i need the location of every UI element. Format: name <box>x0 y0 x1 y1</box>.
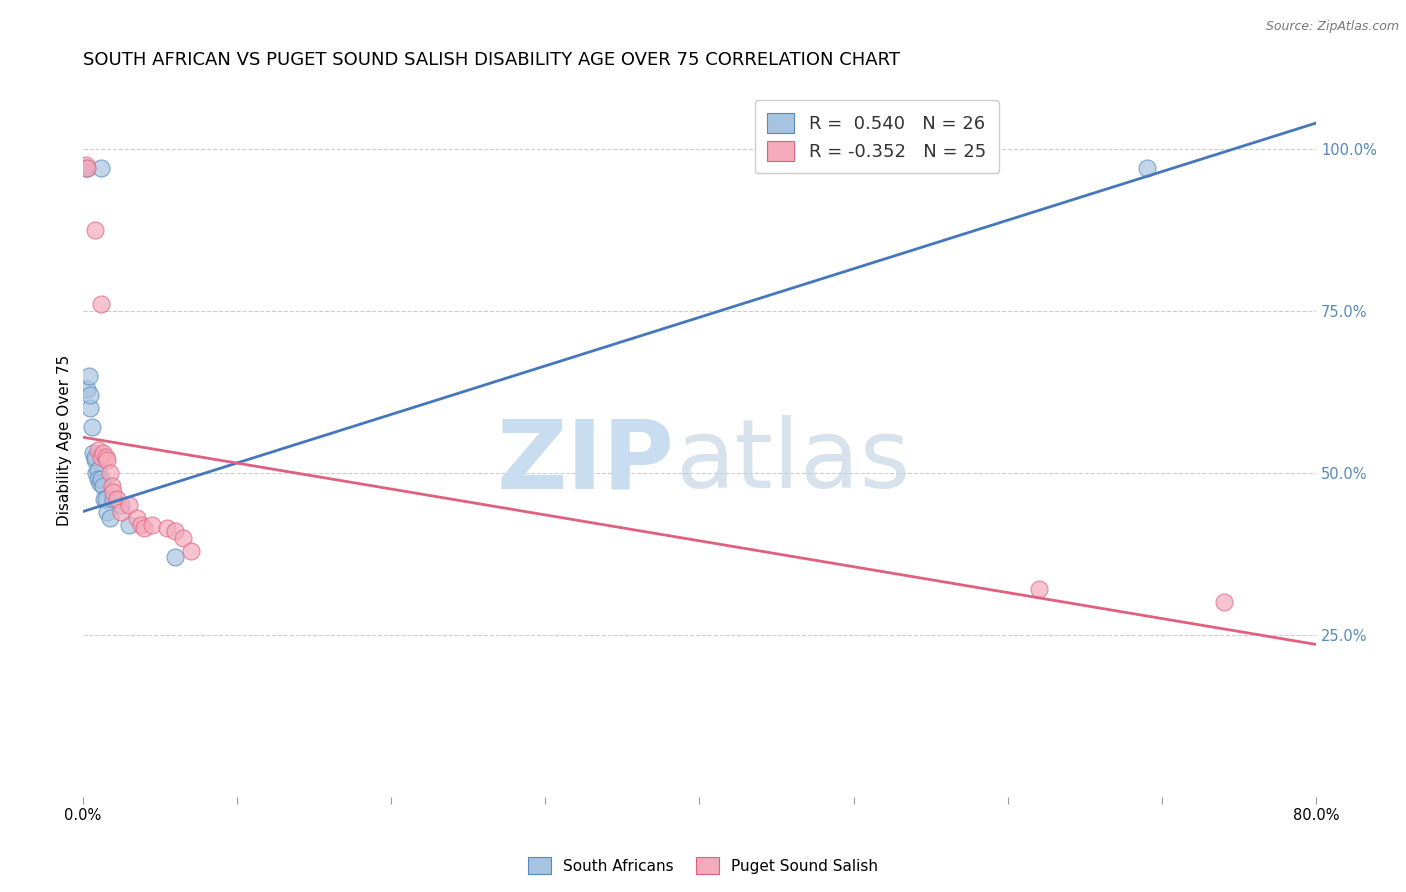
Point <box>86 466 108 480</box>
Point <box>84 223 107 237</box>
Text: ZIP: ZIP <box>496 416 675 508</box>
Point <box>165 549 187 564</box>
Y-axis label: Disability Age Over 75: Disability Age Over 75 <box>58 355 72 526</box>
Point <box>105 491 128 506</box>
Point <box>76 161 98 176</box>
Point <box>90 297 112 311</box>
Point <box>94 450 117 464</box>
Point <box>118 517 141 532</box>
Point <box>98 466 121 480</box>
Point <box>91 446 114 460</box>
Point <box>94 491 117 506</box>
Text: atlas: atlas <box>675 416 910 508</box>
Point <box>90 472 112 486</box>
Legend: R =  0.540   N = 26, R = -0.352   N = 25: R = 0.540 N = 26, R = -0.352 N = 25 <box>755 100 998 173</box>
Point <box>110 498 132 512</box>
Point <box>84 453 107 467</box>
Point <box>76 382 98 396</box>
Point <box>79 401 101 415</box>
Point <box>103 485 125 500</box>
Point <box>98 511 121 525</box>
Point <box>75 161 97 176</box>
Point <box>87 472 110 486</box>
Point <box>75 158 97 172</box>
Point <box>125 511 148 525</box>
Point <box>110 505 132 519</box>
Point <box>96 505 118 519</box>
Point <box>96 453 118 467</box>
Point <box>129 517 152 532</box>
Point <box>90 161 112 176</box>
Point <box>93 491 115 506</box>
Point <box>90 450 112 464</box>
Text: SOUTH AFRICAN VS PUGET SOUND SALISH DISABILITY AGE OVER 75 CORRELATION CHART: SOUTH AFRICAN VS PUGET SOUND SALISH DISA… <box>83 51 900 69</box>
Point <box>76 161 98 176</box>
Point <box>134 521 156 535</box>
Point <box>165 524 187 538</box>
Point <box>89 475 111 490</box>
Point <box>79 388 101 402</box>
Point <box>87 462 110 476</box>
Point <box>1212 595 1234 609</box>
Point <box>87 443 110 458</box>
Point <box>77 368 100 383</box>
Point <box>1135 161 1157 176</box>
Point <box>180 543 202 558</box>
Point <box>156 521 179 535</box>
Point <box>118 498 141 512</box>
Text: Source: ZipAtlas.com: Source: ZipAtlas.com <box>1265 20 1399 33</box>
Point <box>103 491 125 506</box>
Point <box>84 450 107 464</box>
Point <box>80 420 103 434</box>
Point <box>82 446 104 460</box>
Point <box>101 479 124 493</box>
Point <box>1028 582 1050 597</box>
Point <box>91 479 114 493</box>
Point <box>172 531 194 545</box>
Point <box>141 517 163 532</box>
Legend: South Africans, Puget Sound Salish: South Africans, Puget Sound Salish <box>522 851 884 880</box>
